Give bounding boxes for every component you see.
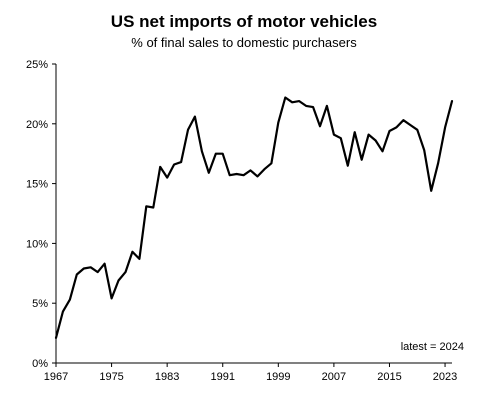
chart-title: US net imports of motor vehicles	[110, 12, 378, 31]
x-tick-label: 1967	[44, 371, 68, 383]
x-tick-label: 1991	[210, 371, 234, 383]
plot-area	[54, 96, 454, 339]
y-tick-label: 10%	[26, 238, 48, 250]
y-tick-label: 20%	[26, 119, 48, 131]
latest-annotation: latest = 2024	[401, 341, 464, 353]
axes	[55, 64, 452, 364]
x-axis-ticks: 1967 1975 1983 1991 1999 2007 2015 2023	[44, 363, 457, 383]
chart-subtitle: % of final sales to domestic purchasers	[131, 35, 357, 50]
y-tick-label: 15%	[26, 179, 48, 191]
y-tick-label: 25%	[26, 59, 48, 71]
x-tick-label: 2007	[322, 371, 346, 383]
x-tick-label: 1975	[99, 371, 123, 383]
x-tick-label: 1983	[155, 371, 179, 383]
y-tick-label: 0%	[32, 358, 48, 370]
y-axis-ticks: 0% 5% 10% 15% 20% 25%	[26, 59, 56, 370]
y-tick-label: 5%	[32, 298, 48, 310]
x-tick-label: 1999	[266, 371, 290, 383]
series-line	[54, 96, 454, 339]
x-tick-label: 2023	[433, 371, 457, 383]
x-tick-label: 2015	[377, 371, 401, 383]
